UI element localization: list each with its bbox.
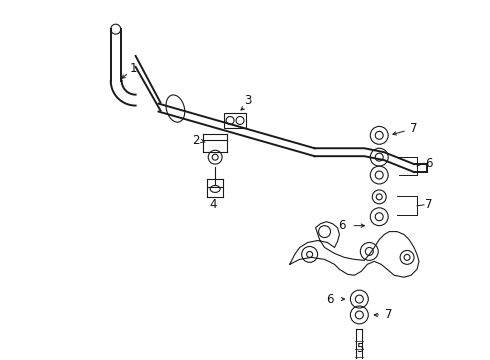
Text: 7: 7 <box>386 309 393 321</box>
Text: 1: 1 <box>130 62 137 75</box>
Text: 7: 7 <box>410 122 418 135</box>
Text: 6: 6 <box>326 293 333 306</box>
Text: 3: 3 <box>245 94 252 107</box>
Text: 6: 6 <box>338 219 345 232</box>
Text: 7: 7 <box>425 198 433 211</box>
Text: 5: 5 <box>356 342 363 355</box>
Text: 4: 4 <box>209 198 217 211</box>
Bar <box>224 113 246 129</box>
Text: 2: 2 <box>193 134 200 147</box>
Text: 6: 6 <box>425 157 433 170</box>
